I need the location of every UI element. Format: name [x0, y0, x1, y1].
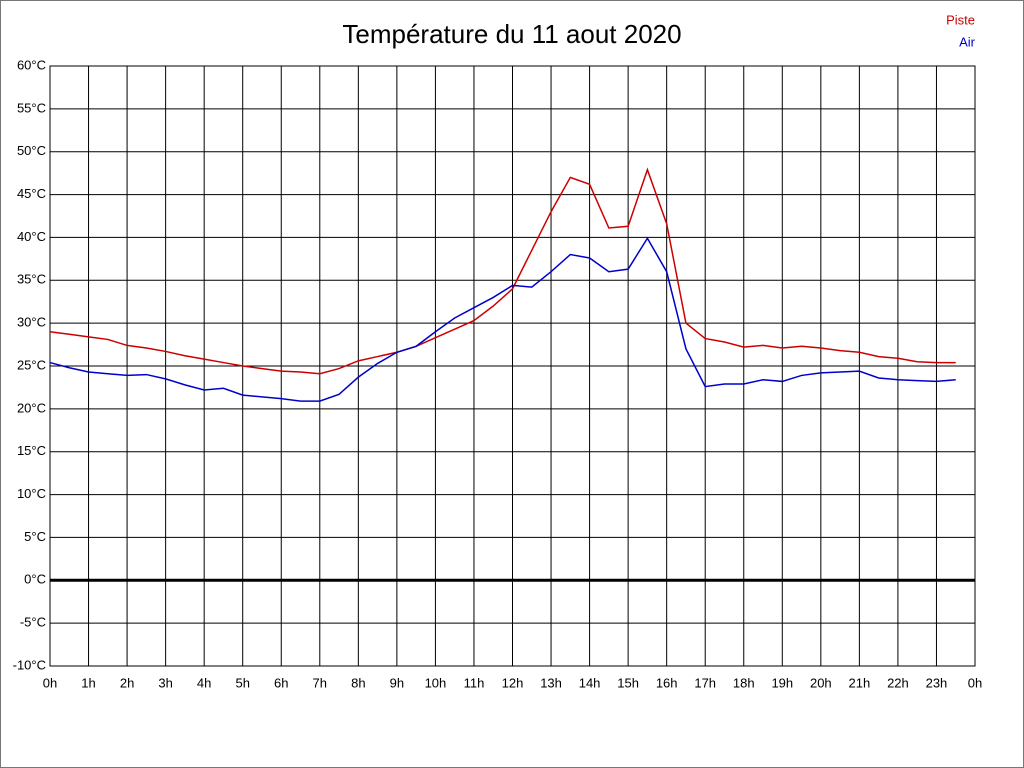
- x-tick-label: 17h: [694, 675, 716, 690]
- x-tick-label: 0h: [43, 675, 57, 690]
- x-tick-label: 7h: [313, 675, 327, 690]
- x-tick-label: 2h: [120, 675, 134, 690]
- x-tick-label: 14h: [579, 675, 601, 690]
- x-tick-label: 23h: [926, 675, 948, 690]
- x-tick-label: 20h: [810, 675, 832, 690]
- y-tick-label: 60°C: [17, 57, 46, 72]
- y-tick-label: 45°C: [17, 186, 46, 201]
- x-tick-label: 8h: [351, 675, 365, 690]
- x-tick-label: 13h: [540, 675, 562, 690]
- x-tick-label: 11h: [464, 675, 485, 690]
- chart-title: Température du 11 aout 2020: [342, 19, 681, 49]
- x-tick-label: 5h: [235, 675, 249, 690]
- x-tick-label: 6h: [274, 675, 288, 690]
- y-tick-label: 15°C: [17, 443, 46, 458]
- x-tick-label: 22h: [887, 675, 909, 690]
- y-tick-label: 5°C: [24, 529, 46, 544]
- y-tick-label: 35°C: [17, 272, 46, 287]
- y-tick-label: 25°C: [17, 357, 46, 372]
- y-tick-label: 20°C: [17, 400, 46, 415]
- legend-label: Air: [959, 34, 976, 49]
- y-tick-label: 0°C: [24, 572, 46, 587]
- y-tick-label: -10°C: [13, 657, 46, 672]
- x-tick-label: 18h: [733, 675, 755, 690]
- y-tick-label: 30°C: [17, 315, 46, 330]
- x-tick-label: 3h: [158, 675, 172, 690]
- x-tick-label: 15h: [617, 675, 639, 690]
- x-tick-label: 1h: [81, 675, 95, 690]
- y-tick-label: -5°C: [20, 615, 46, 630]
- x-tick-label: 10h: [425, 675, 447, 690]
- x-tick-label: 0h: [968, 675, 982, 690]
- x-tick-label: 21h: [849, 675, 871, 690]
- x-tick-label: 16h: [656, 675, 678, 690]
- x-tick-label: 12h: [502, 675, 524, 690]
- x-tick-label: 19h: [771, 675, 793, 690]
- series-line: [49, 236, 956, 402]
- legend-label: Piste: [946, 12, 975, 27]
- x-tick-label: 9h: [390, 675, 404, 690]
- y-tick-label: 10°C: [17, 486, 46, 501]
- series-line: [49, 167, 956, 375]
- y-tick-label: 55°C: [17, 100, 46, 115]
- y-tick-label: 50°C: [17, 143, 46, 158]
- y-tick-label: 40°C: [17, 229, 46, 244]
- x-tick-label: 4h: [197, 675, 211, 690]
